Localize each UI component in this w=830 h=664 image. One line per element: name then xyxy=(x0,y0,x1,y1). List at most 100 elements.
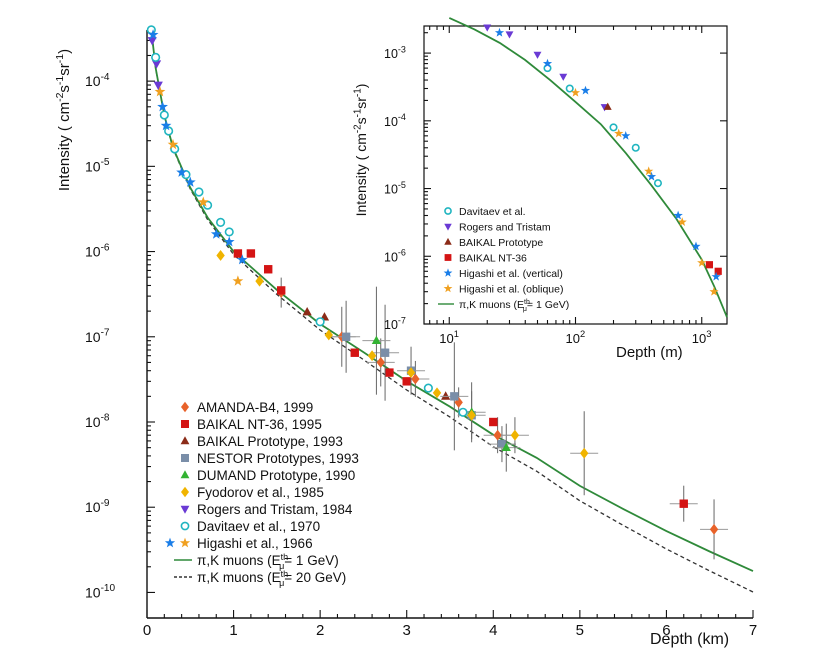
data-point xyxy=(423,383,433,393)
inset-data-point xyxy=(631,143,640,152)
inset-y-axis-label-part: Intensity ( cm xyxy=(353,133,369,216)
inset-data-point xyxy=(705,261,714,269)
legend-label-part: π,K muons (E xyxy=(197,553,281,568)
y-tick-label: 10-7 xyxy=(85,327,110,344)
legend-label-sub: μ xyxy=(279,578,284,588)
data-point xyxy=(432,387,442,399)
legend-label: BAIKAL Prototype, 1993 xyxy=(197,434,343,449)
data-point xyxy=(458,407,468,417)
data-point xyxy=(385,368,394,377)
y-tick-label: 10-6 xyxy=(85,242,110,259)
legend-marker xyxy=(164,537,176,548)
inset-legend-label-sup: th xyxy=(524,299,530,306)
y-axis-label-part: -1 xyxy=(54,76,66,85)
data-point xyxy=(151,60,162,69)
legend-marker xyxy=(180,505,190,514)
y-axis-label-part: sr xyxy=(56,63,73,76)
data-point xyxy=(402,377,411,386)
inset-y-tick-label-exp: -6 xyxy=(398,248,406,258)
data-point xyxy=(315,317,325,327)
data-point xyxy=(441,391,451,400)
inset-series-4 xyxy=(494,27,721,281)
data-point xyxy=(210,228,222,239)
y-tick-label-exp: -10 xyxy=(101,583,116,594)
inset-data-point xyxy=(505,31,514,39)
legend-marker xyxy=(181,420,189,428)
inset-data-point xyxy=(483,24,492,32)
y-tick-label-exp: -9 xyxy=(101,498,110,509)
data-point xyxy=(216,250,225,261)
data-point xyxy=(367,350,377,362)
inset-series-5 xyxy=(570,87,719,296)
data-point xyxy=(159,110,169,120)
legend-label-part: π,K muons (E xyxy=(197,570,281,585)
inset-legend-label-part: π,K muons (E xyxy=(459,299,524,311)
data-point xyxy=(380,348,390,357)
inset-series-3 xyxy=(705,261,722,275)
series-5 xyxy=(216,250,599,496)
data-point xyxy=(324,329,333,341)
legend-marker xyxy=(181,454,189,462)
legend-label: BAIKAL NT-36, 1995 xyxy=(197,417,322,432)
inset-y-tick-label-exp: -7 xyxy=(398,315,406,325)
inset-legend-marker xyxy=(444,207,452,215)
data-point xyxy=(467,409,476,421)
y-axis-label-part: -2 xyxy=(54,92,66,101)
x-tick-label: 4 xyxy=(489,622,497,639)
data-point xyxy=(276,286,286,295)
y-axis-label-part: ) xyxy=(56,49,73,54)
data-point xyxy=(203,200,213,210)
legend-label-sup: th xyxy=(281,552,289,562)
data-point xyxy=(264,265,273,274)
inset-y-tick-label-exp: -5 xyxy=(398,180,406,190)
legend-label: AMANDA-B4, 1999 xyxy=(197,400,313,415)
legend-label: Fyodorov et al., 1985 xyxy=(197,485,324,500)
y-tick-label: 10-9 xyxy=(85,498,110,515)
data-point xyxy=(302,307,312,316)
inset-data-point xyxy=(646,171,657,181)
inset-data-point xyxy=(609,123,618,132)
inset-y-tick-label-exp: -3 xyxy=(398,44,406,54)
inset-legend-label: π,K muons (Eth μ= 1 GeV) xyxy=(459,299,569,313)
inset-y-axis-label-part: -2 xyxy=(352,124,363,133)
inset-x-tick-label-exp: 1 xyxy=(454,329,459,339)
inset-data-point xyxy=(494,27,505,37)
legend-label-sub: μ xyxy=(279,561,284,571)
series-6 xyxy=(147,37,163,91)
main-legend: AMANDA-B4, 1999 BAIKAL NT-36, 1995 BAIKAL … xyxy=(164,400,359,588)
data-point xyxy=(501,442,511,452)
data-point xyxy=(167,138,179,150)
inset-y-tick-label: 10-6 xyxy=(384,248,406,265)
legend-label: Higashi et al., 1966 xyxy=(197,536,313,551)
data-point xyxy=(371,335,382,345)
legend-marker xyxy=(181,486,189,498)
data-point xyxy=(679,499,688,508)
inset-y-axis-label: Intensity ( cm-2s-1sr-1) xyxy=(352,84,369,217)
inset-legend: Davitaev et al. Rogers and Tristam BAIKAL … xyxy=(438,206,569,313)
series-8 xyxy=(147,29,248,286)
legend-label-part: = 1 GeV) xyxy=(284,553,338,568)
y-tick-label-exp: -8 xyxy=(101,413,110,424)
inset-y-axis-label-part: ) xyxy=(353,84,369,89)
inset-series-2 xyxy=(603,102,612,110)
inset-data-point xyxy=(614,128,624,138)
data-point xyxy=(489,417,498,427)
inset-y-axis-label-part: sr xyxy=(353,97,369,109)
legend-label: Davitaev et al., 1970 xyxy=(197,519,320,534)
x-tick-label: 6 xyxy=(662,622,670,639)
y-tick-label-base: 10 xyxy=(85,329,101,345)
data-point xyxy=(194,187,204,197)
data-point xyxy=(157,101,168,112)
inset-legend-label: Davitaev et al. xyxy=(459,206,526,218)
legend-label: π,K muons (Eth μ= 20 GeV) xyxy=(197,569,346,588)
legend-marker xyxy=(179,537,191,548)
inset-x-axis-label: Depth (m) xyxy=(616,344,683,361)
data-point xyxy=(255,275,264,287)
inset-x-tick-label-base: 10 xyxy=(692,331,706,346)
inset-y-axis-label-part: -1 xyxy=(352,109,363,118)
y-tick-label-exp: -4 xyxy=(101,72,110,83)
data-point xyxy=(406,367,416,379)
inset-data-point xyxy=(644,166,654,176)
y-tick-label-base: 10 xyxy=(85,584,101,600)
